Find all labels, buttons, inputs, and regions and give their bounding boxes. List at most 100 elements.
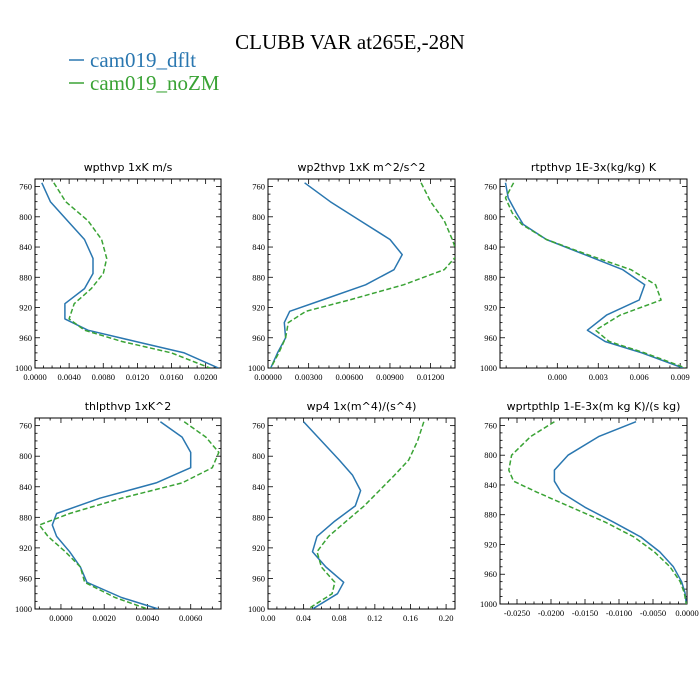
x-tick-label: 0.0000 [675,608,698,618]
y-tick-label: 760 [484,182,497,192]
x-tick-label: 0.0040 [57,372,80,382]
legend-label-nozm: cam019_noZM [90,71,220,95]
panel-2: wp2thvp 1xK m^2/s^2 760 800 840 880 920 960 100… [248,161,456,382]
y-tick-label: 840 [19,242,32,252]
y-tick-label: 880 [252,512,265,522]
x-tick-label: 0.006 [630,372,649,382]
x-tick-label: -0.0200 [538,608,564,618]
y-tick-label: 960 [252,573,265,583]
series-line-dflt [270,182,403,368]
y-tick-label: 1000 [480,599,497,609]
y-tick-label: 800 [19,212,32,222]
y-tick-label: 880 [252,272,265,282]
y-tick-label: 960 [484,569,497,579]
x-tick-label: 0.00000 [254,372,282,382]
panel-6: wprtpthlp 1-E-3x(m kg K)/(s kg) 760 800 840… [480,400,699,618]
figure-title: CLUBB VAR at265E,-28N [235,30,465,54]
x-tick-label: 0.20 [439,613,454,623]
series-line-nozm [270,182,455,368]
panel-title: wpthvp 1xK m/s [84,161,173,174]
x-tick-label: 0.0200 [194,372,217,382]
x-tick-label: 0.0060 [179,613,202,623]
y-tick-label: 800 [19,451,32,461]
series-line-dflt [41,182,219,368]
y-tick-label: 920 [252,543,265,553]
x-tick-label: 0.00600 [335,372,363,382]
y-tick-label: 920 [19,303,32,313]
series-line-nozm [53,182,211,368]
x-tick-label: 0.01200 [417,372,445,382]
y-tick-label: 920 [252,303,265,313]
x-tick-label: 0.009 [671,372,690,382]
series-line-dflt [303,421,362,609]
y-tick-label: 800 [252,451,265,461]
y-tick-label: 880 [19,512,32,522]
y-tick-label: 840 [19,482,32,492]
x-tick-label: 0.00 [261,613,276,623]
y-tick-label: 800 [252,212,265,222]
axes-frame [34,178,222,369]
panel-title: wp2thvp 1xK m^2/s^2 [297,161,425,174]
x-tick-label: 0.00300 [295,372,323,382]
y-tick-label: 840 [252,482,265,492]
y-tick-label: 800 [484,450,497,460]
x-tick-label: 0.12 [367,613,382,623]
x-tick-label: 0.0120 [126,372,149,382]
y-tick-label: 840 [484,480,497,490]
y-tick-label: 840 [252,242,265,252]
x-tick-label: -0.0100 [606,608,632,618]
y-tick-label: 800 [484,212,497,222]
y-tick-label: 760 [19,421,32,431]
x-tick-label: 0.000 [548,372,567,382]
y-tick-label: 760 [19,182,32,192]
y-tick-label: 760 [484,420,497,430]
panel-4: thlpthvp 1xK^2 760 800 840 880 920 960 1000 0.00… [15,400,222,623]
y-tick-label: 880 [484,510,497,520]
y-tick-label: 840 [484,242,497,252]
x-tick-label: 0.0040 [136,613,159,623]
y-tick-label: 1000 [15,363,32,373]
x-tick-label: 0.08 [332,613,347,623]
panel-1: wpthvp 1xK m/s76080084088092096010000.00… [15,161,222,382]
axes-frame [34,417,222,610]
x-tick-label: 0.00900 [376,372,404,382]
legend: cam019_dflt cam019_noZM [69,48,220,95]
panel-title: wp4 1x(m^4)/(s^4) [307,400,417,413]
y-tick-label: 960 [19,333,32,343]
x-tick-label: 0.16 [403,613,418,623]
panel-5: wp4 1x(m^4)/(s^4)76080084088092096010000… [248,400,456,623]
axes-frame [267,178,456,369]
x-tick-label: 0.0000 [49,613,72,623]
series-line-dflt [504,182,684,368]
panel-3: rtpthvp 1E-3x(kg/kg) K 760 800 840 880 920 960… [480,161,690,382]
panels: wpthvp 1xK m/s76080084088092096010000.00… [15,161,699,623]
y-tick-label: 880 [19,272,32,282]
x-tick-label: -0.0250 [504,608,530,618]
axes-frame [267,417,456,610]
y-tick-label: 1000 [248,363,265,373]
series-line-dflt [51,421,192,609]
x-tick-label: 0.0000 [23,372,46,382]
y-tick-label: 880 [484,272,497,282]
series-line-nozm [307,421,425,609]
x-tick-label: 0.0020 [93,613,116,623]
y-tick-label: 920 [19,543,32,553]
y-tick-label: 960 [252,333,265,343]
x-tick-label: 0.003 [589,372,608,382]
y-tick-label: 920 [484,303,497,313]
series-line-dflt [553,421,687,604]
series-line-nozm [508,421,687,604]
x-tick-label: 0.0160 [160,372,183,382]
y-tick-label: 960 [484,333,497,343]
x-tick-label: -0.0050 [640,608,666,618]
x-tick-label: 0.0080 [92,372,115,382]
panel-title: rtpthvp 1E-3x(kg/kg) K [531,161,657,174]
panel-title: thlpthvp 1xK^2 [85,400,172,413]
panel-title: wprtpthlp 1-E-3x(m kg K)/(s kg) [507,400,681,413]
y-tick-label: 1000 [248,604,265,614]
y-tick-label: 760 [252,182,265,192]
x-tick-label: 0.04 [296,613,312,623]
y-tick-label: 920 [484,539,497,549]
series-line-nozm [38,421,220,609]
